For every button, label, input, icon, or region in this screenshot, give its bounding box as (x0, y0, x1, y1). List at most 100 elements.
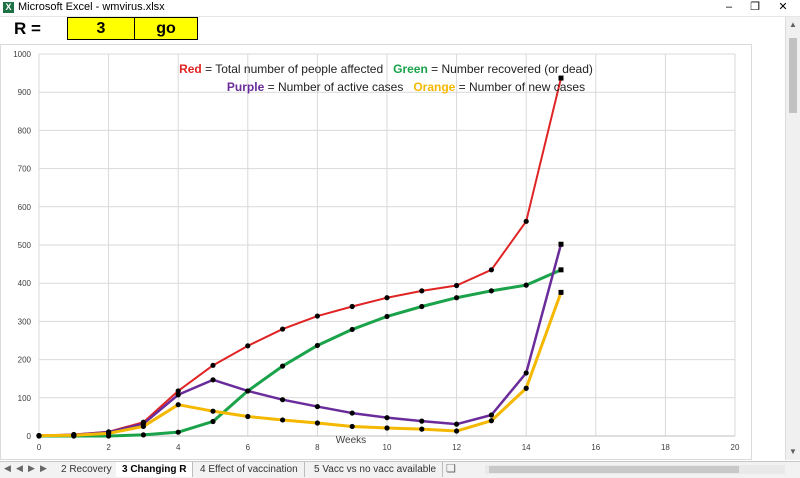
y-tick-label: 0 (27, 432, 32, 441)
first-sheet-icon[interactable]: ◀ (4, 463, 11, 473)
excel-app-icon: X (3, 2, 14, 13)
series-point (314, 342, 320, 349)
series-point (349, 326, 355, 333)
vertical-scrollbar[interactable]: ▲ ▼ (785, 17, 800, 460)
horizontal-scrollbar[interactable] (485, 465, 785, 474)
scroll-down-icon[interactable]: ▼ (789, 447, 797, 456)
legend-purple-word: Purple (227, 80, 265, 94)
series-point (175, 402, 181, 408)
tab-2-recovery[interactable]: 2 Recovery (55, 462, 119, 477)
series-point (419, 426, 425, 432)
legend-green-text: = Number recovered (or dead) (428, 62, 593, 76)
series-point (454, 282, 460, 289)
series-point (454, 428, 460, 434)
legend-purple-text: = Number of active cases (264, 80, 403, 94)
series-point (419, 303, 425, 310)
last-sheet-icon[interactable]: ▶ (40, 463, 47, 473)
series-end-point (558, 289, 564, 295)
window-title-bar: X Microsoft Excel - wmvirus.xlsx – ❐ ✕ (0, 0, 800, 17)
scroll-up-icon[interactable]: ▲ (789, 20, 797, 29)
series-point (384, 313, 390, 320)
x-tick-label: 2 (106, 443, 111, 452)
series-point (140, 432, 146, 438)
x-tick-label: 10 (383, 443, 392, 452)
series-point (349, 410, 355, 416)
series-point (488, 412, 494, 418)
tab-5-vacc-vs-no-vacc[interactable]: 5 Vacc vs no vacc available (308, 462, 444, 477)
series-point (210, 418, 216, 425)
series-point (140, 423, 146, 430)
series-point (384, 425, 390, 431)
series-point (488, 288, 494, 294)
legend-red-word: Red (179, 62, 202, 76)
window-title: Microsoft Excel - wmvirus.xlsx (18, 1, 165, 13)
go-button[interactable]: go (134, 17, 198, 40)
horizontal-scroll-thumb[interactable] (489, 466, 739, 473)
y-tick-label: 300 (18, 317, 32, 326)
series-point (314, 420, 320, 426)
y-tick-label: 100 (18, 394, 32, 403)
y-tick-label: 800 (18, 126, 32, 135)
r-value-cell[interactable]: 3 (67, 17, 135, 40)
y-tick-label: 400 (18, 279, 32, 288)
series-point (71, 432, 77, 438)
close-button[interactable]: ✕ (778, 1, 788, 13)
x-axis-label: Weeks (336, 435, 366, 446)
series-point (175, 388, 181, 394)
series-point (36, 433, 42, 439)
y-tick-label: 700 (18, 165, 32, 174)
x-tick-label: 12 (452, 443, 461, 452)
chart-area[interactable]: 0 100 200 300 400 500 600 700 800 900 1000 0 2 4 6 8 10 1… (0, 44, 752, 460)
y-tick-label: 600 (18, 203, 32, 212)
series-end-point (558, 75, 564, 81)
series-point (175, 392, 181, 398)
series-point (523, 385, 529, 391)
sheet-tab-bar: ◀ ◀ ▶ ▶ 2 Recovery 3 Changing R 4 Effect… (0, 461, 800, 478)
y-tick-label: 1000 (13, 50, 31, 59)
series-point (280, 326, 286, 332)
series-point (384, 295, 390, 301)
x-tick-label: 14 (522, 443, 531, 452)
minimize-button[interactable]: – (725, 1, 733, 13)
series-point (210, 408, 216, 414)
series-point (245, 343, 251, 349)
series-end-point (558, 241, 564, 247)
legend-orange-text: = Number of new cases (455, 80, 585, 94)
series-point (419, 418, 425, 424)
x-tick-label: 4 (176, 443, 181, 452)
tab-4-effect-of-vaccination[interactable]: 4 Effect of vaccination (194, 462, 305, 477)
r-label: R = (14, 19, 41, 38)
series-point (384, 415, 390, 421)
tab-3-changing-r[interactable]: 3 Changing R (116, 462, 194, 477)
series-line-2 (38, 243, 563, 437)
restore-button[interactable]: ❐ (750, 1, 760, 13)
insert-sheet-icon[interactable]: ❏ (446, 463, 456, 475)
series-line-0 (38, 77, 562, 437)
series-point (349, 303, 355, 310)
series-point (314, 403, 320, 410)
y-tick-label: 900 (18, 88, 32, 97)
series-point (210, 377, 216, 383)
series-line-3 (38, 291, 563, 438)
line-chart: 0 100 200 300 400 500 600 700 800 900 1000 0 2 4 6 8 10 1… (13, 50, 740, 452)
series-point (488, 418, 494, 424)
series-point (106, 430, 112, 436)
prev-sheet-icon[interactable]: ◀ (16, 463, 23, 473)
x-tick-label: 8 (315, 443, 320, 452)
series-point (314, 313, 320, 319)
series-point (419, 288, 425, 294)
y-tick-label: 200 (18, 356, 32, 365)
legend-green-word: Green (393, 62, 428, 76)
vertical-scroll-thumb[interactable] (789, 38, 797, 113)
next-sheet-icon[interactable]: ▶ (28, 463, 35, 473)
x-tick-label: 0 (37, 443, 42, 452)
series-end-point (558, 267, 564, 273)
x-tick-label: 6 (246, 443, 251, 452)
series-point (280, 417, 286, 423)
legend-red-text: = Total number of people affected (202, 62, 383, 76)
series-point (523, 282, 529, 288)
series-point (210, 362, 216, 368)
legend-orange-word: Orange (413, 80, 455, 94)
y-tick-label: 500 (18, 241, 32, 250)
parameter-row: R = 3 go (0, 17, 786, 41)
